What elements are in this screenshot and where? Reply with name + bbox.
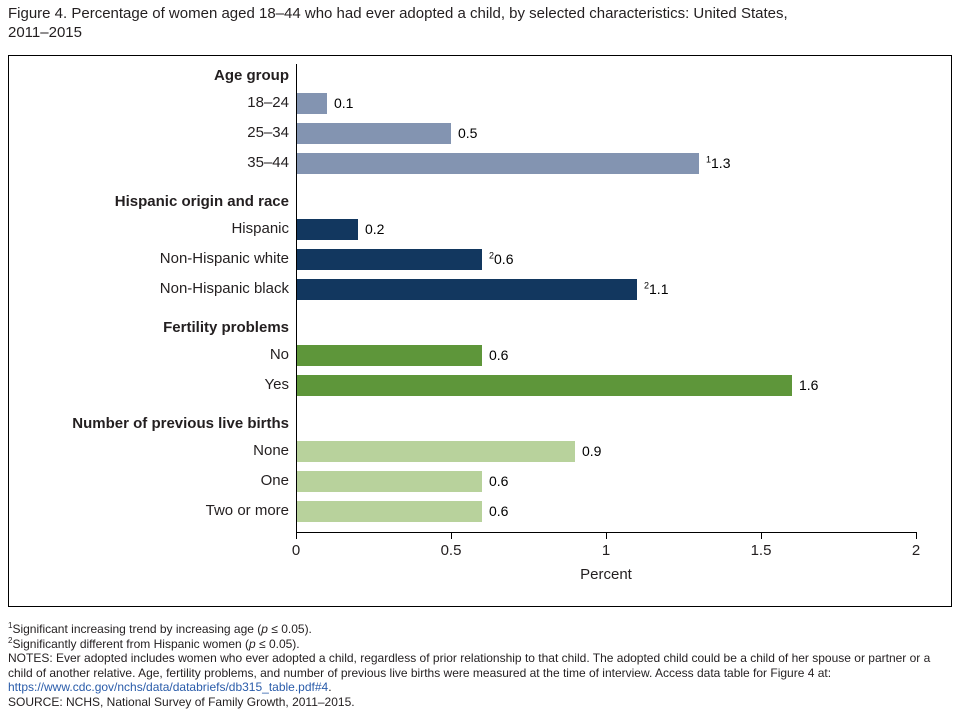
footnote-2-pvalue: p bbox=[249, 636, 256, 651]
x-axis-tick bbox=[451, 532, 452, 539]
category-label: Non-Hispanic white bbox=[159, 250, 289, 267]
category-label: No bbox=[269, 346, 289, 363]
x-tick-label: 1 bbox=[601, 542, 611, 559]
bar bbox=[296, 344, 482, 366]
category-label: 35–44 bbox=[247, 154, 289, 171]
x-axis-tick bbox=[916, 532, 917, 539]
bar bbox=[296, 152, 699, 174]
category-label: 25–34 bbox=[247, 124, 289, 141]
group-label: Hispanic origin and race bbox=[114, 193, 289, 210]
value-superscript: 1 bbox=[706, 153, 712, 164]
category-label: None bbox=[253, 442, 289, 459]
value-superscript: 2 bbox=[489, 249, 495, 260]
category-label: Two or more bbox=[205, 502, 289, 519]
value-label: 1.6 bbox=[799, 376, 819, 393]
figure-title-line2: 2011–2015 bbox=[8, 24, 82, 41]
bar bbox=[296, 374, 792, 396]
value-label: 0.9 bbox=[582, 442, 602, 459]
notes-text: NOTES: Ever adopted includes women who e… bbox=[8, 651, 931, 680]
x-tick-label: 1.5 bbox=[750, 542, 772, 559]
group-label: Fertility problems bbox=[163, 319, 289, 336]
bar bbox=[296, 500, 482, 522]
y-axis-line bbox=[296, 64, 297, 532]
footnote-1-pvalue: p bbox=[261, 622, 268, 636]
x-axis-tick bbox=[296, 532, 297, 539]
category-label: Hispanic bbox=[231, 220, 289, 237]
notes-text-end: . bbox=[328, 680, 332, 694]
figure-title: Figure 4. Percentage of women aged 18–44… bbox=[8, 4, 954, 42]
footnote-1-marker: 1 bbox=[8, 621, 13, 630]
chart-frame: Age group 18–24 0.1 25–34 0.5 35–44 11.3 Hispan… bbox=[8, 55, 952, 607]
x-axis-tick bbox=[761, 532, 762, 539]
footnote-2-text: Significantly different from Hispanic wo… bbox=[12, 636, 249, 651]
x-axis-tick bbox=[606, 532, 607, 539]
figure-title-line1: Figure 4. Percentage of women aged 18–44… bbox=[8, 5, 788, 22]
value-superscript: 2 bbox=[644, 279, 650, 290]
value-label: 0.1 bbox=[334, 94, 354, 111]
category-label: Yes bbox=[264, 376, 289, 393]
group-label: Age group bbox=[214, 67, 289, 84]
source-line: SOURCE: NCHS, National Survey of Family … bbox=[8, 694, 355, 709]
category-label: Non-Hispanic black bbox=[159, 280, 289, 297]
footnote-2-text-end: ≤ 0.05). bbox=[255, 636, 300, 651]
group-label: Number of previous live births bbox=[72, 415, 289, 432]
category-label: 18–24 bbox=[247, 94, 289, 111]
bar-chart: Age group 18–24 0.1 25–34 0.5 35–44 11.3 Hispan… bbox=[9, 56, 951, 606]
footnote-2: 2Significantly different from Hispanic w… bbox=[8, 635, 954, 652]
bar bbox=[296, 92, 327, 114]
bar bbox=[296, 218, 358, 240]
category-label: One bbox=[260, 472, 289, 489]
x-axis-title: Percent bbox=[580, 566, 632, 583]
x-tick-label: 0 bbox=[291, 542, 301, 559]
bar bbox=[296, 122, 451, 144]
footnote-1: 1Significant increasing trend by increas… bbox=[8, 622, 954, 637]
bar bbox=[296, 278, 637, 300]
notes: NOTES: Ever adopted includes women who e… bbox=[8, 651, 954, 695]
x-tick-label: 0.5 bbox=[440, 542, 462, 559]
footnote-1-text: Significant increasing trend by increasi… bbox=[12, 622, 262, 636]
value-label: 0.6 bbox=[489, 346, 509, 363]
footnote-2-marker: 2 bbox=[8, 635, 13, 645]
bar bbox=[296, 470, 482, 492]
value-label: 20.6 bbox=[489, 249, 514, 267]
x-tick-label: 2 bbox=[911, 542, 921, 559]
value-label: 0.6 bbox=[489, 472, 509, 489]
bar bbox=[296, 248, 482, 270]
value-label: 0.6 bbox=[489, 502, 509, 519]
value-label: 21.1 bbox=[644, 279, 669, 297]
footnotes: 1Significant increasing trend by increas… bbox=[8, 622, 954, 709]
footnote-1-text-end: ≤ 0.05). bbox=[267, 622, 312, 636]
value-label: 0.2 bbox=[365, 220, 385, 237]
value-label: 11.3 bbox=[706, 153, 731, 171]
value-label: 0.5 bbox=[458, 124, 478, 141]
bar bbox=[296, 440, 575, 462]
data-table-link[interactable]: https://www.cdc.gov/nchs/data/databriefs… bbox=[8, 680, 329, 694]
